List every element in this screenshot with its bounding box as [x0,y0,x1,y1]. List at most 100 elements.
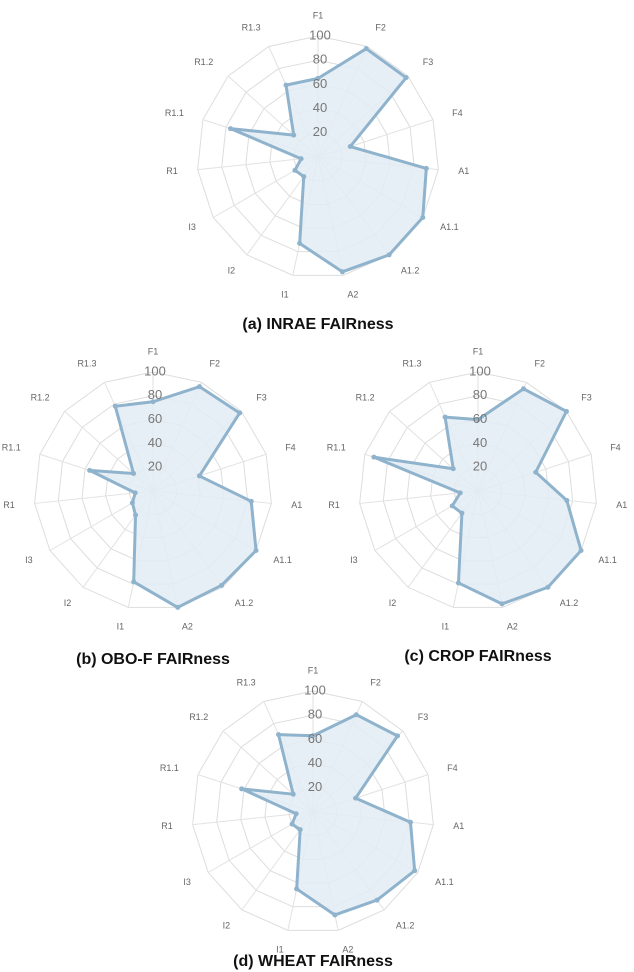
axis-label: A1.2 [235,598,254,608]
point [386,252,392,258]
axis-label: R1.2 [189,712,208,722]
axis-label: I2 [389,598,397,608]
point [423,165,429,171]
axis-label: F1 [313,10,324,20]
point [290,791,296,797]
r-tick-label: 60 [308,731,322,746]
axis-label: F4 [285,442,296,452]
axis-label: F4 [452,108,463,118]
axis-label: R1 [161,821,173,831]
axis-label: A1.1 [440,222,459,232]
point [353,712,359,718]
point [563,408,569,414]
point [150,399,156,405]
axis-label: I1 [117,621,125,631]
axis-label: I3 [183,877,191,887]
axis-label: I3 [25,555,33,565]
r-tick-label: 80 [148,387,162,402]
point [407,819,413,825]
r-tick-label: 100 [144,363,166,378]
axis-label: R1.1 [2,442,21,452]
axis-label: R1.2 [31,392,50,402]
point [455,580,461,586]
caption: (a) INRAE FAIRness [242,316,393,333]
axis-label: F1 [308,665,319,675]
r-tick-label: 60 [148,411,162,426]
point [353,795,359,801]
r-tick-label: 40 [313,100,327,115]
point [237,410,243,416]
r-tick-label: 20 [313,124,327,139]
axis-label: A2 [347,289,358,299]
axis-label: F2 [535,358,546,368]
grid-ring [359,371,597,608]
point [289,821,295,827]
r-tick-label: 20 [308,779,322,794]
point [475,417,481,423]
grid-ring [197,35,439,276]
point [239,786,245,792]
axis-label: I1 [281,289,289,299]
axis-label: A1.1 [273,555,292,565]
point [283,82,289,88]
axis-label: F3 [256,392,267,402]
point [403,75,409,81]
axis-label: A1 [616,500,627,510]
axis-label: A2 [342,944,353,954]
point [133,512,139,518]
axis-label: R1 [328,500,340,510]
axis-label: R1.2 [194,57,213,67]
point [196,473,202,479]
r-tick-label: 40 [473,435,487,450]
axis-label: I2 [228,265,236,275]
grid-ring [216,714,410,908]
r-tick-label: 80 [308,707,322,722]
axis-label: F2 [375,23,386,33]
axis-label: R1.1 [165,108,184,118]
point [520,386,526,392]
r-tick-label: 20 [473,459,487,474]
caption: (b) OBO-F FAIRness [76,651,230,668]
r-tick-label: 100 [469,363,491,378]
point [442,414,448,420]
axis-label: A1.2 [560,598,579,608]
point [297,827,303,833]
point [248,498,254,504]
point [533,469,539,475]
point [395,733,401,739]
axis-label: A1.1 [435,877,454,887]
axis-label: A1.2 [396,920,415,930]
r-tick-label: 20 [148,459,162,474]
area [88,385,258,609]
axis-label: F3 [581,392,592,402]
axis-label: F4 [447,763,458,773]
point [196,384,202,390]
axis-label: A1.1 [598,555,617,565]
point [564,497,570,503]
r-tick-label: 40 [308,755,322,770]
axis-label: I2 [223,920,231,930]
grid-ring [192,690,434,931]
point [129,500,135,506]
point [131,579,137,585]
point [112,403,118,409]
area [240,713,417,917]
point [253,548,259,553]
point [545,584,551,590]
r-tick-label: 60 [313,76,327,91]
axis-label: A2 [182,621,193,631]
point [131,470,137,476]
grid-ring [34,371,272,608]
axis-label: F3 [423,57,434,67]
axis-label: R1.1 [327,442,346,452]
r-tick-label: 80 [473,387,487,402]
spoke [192,811,314,826]
point [298,156,304,162]
axis-label: A2 [507,621,518,631]
axis-label: R1.3 [242,23,261,33]
caption: (c) CROP FAIRness [404,648,551,665]
point [450,466,456,472]
point [339,269,345,275]
r-tick-label: 40 [148,435,162,450]
axis-label: A1 [453,821,464,831]
